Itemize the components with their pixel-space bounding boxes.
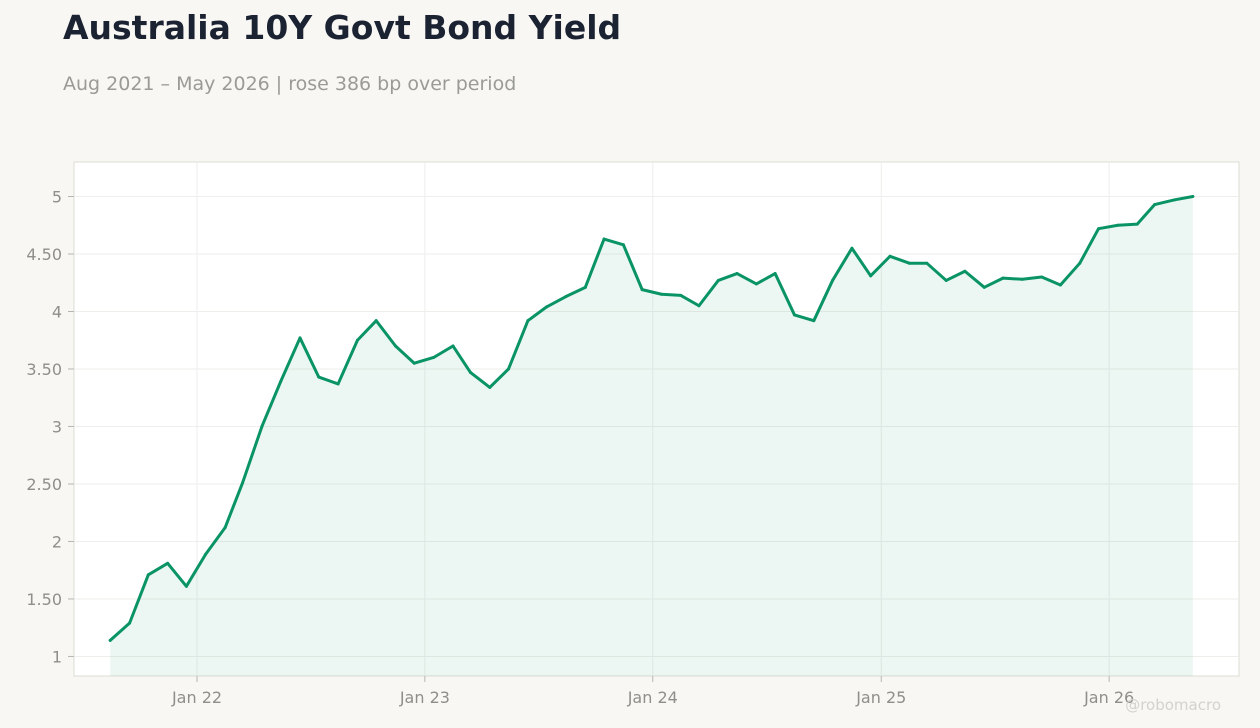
data-point bbox=[1191, 195, 1195, 198]
y-tick-label: 4 bbox=[52, 302, 62, 321]
data-point bbox=[260, 424, 264, 428]
yield-line bbox=[108, 195, 1195, 642]
data-point bbox=[488, 385, 492, 389]
data-point bbox=[1116, 223, 1120, 227]
data-point bbox=[1078, 261, 1082, 265]
data-point bbox=[394, 344, 398, 348]
y-tick-label: 1 bbox=[52, 647, 62, 666]
data-point bbox=[128, 621, 132, 625]
data-point bbox=[773, 272, 777, 276]
data-point bbox=[355, 338, 359, 342]
x-tick-label: Jan 22 bbox=[171, 688, 222, 707]
data-point bbox=[1020, 277, 1024, 281]
grid-lines bbox=[74, 162, 1239, 676]
x-tick-label: Jan 24 bbox=[627, 688, 678, 707]
data-point bbox=[659, 292, 663, 296]
data-point bbox=[1040, 275, 1044, 279]
x-tick-label: Jan 23 bbox=[399, 688, 450, 707]
data-point bbox=[1172, 198, 1176, 202]
data-point bbox=[850, 246, 854, 250]
data-point bbox=[412, 361, 416, 365]
data-point bbox=[146, 573, 150, 577]
data-point bbox=[735, 272, 739, 276]
data-point bbox=[204, 552, 208, 556]
y-tick-label: 4.50 bbox=[26, 245, 62, 264]
chart-subtitle: Aug 2021 – May 2026 | rose 386 bp over p… bbox=[63, 73, 517, 95]
data-point bbox=[583, 285, 587, 289]
data-point bbox=[507, 367, 511, 371]
data-point bbox=[374, 319, 378, 323]
y-tick-label: 2.50 bbox=[26, 475, 62, 494]
x-axis-ticks: Jan 22 Jan 23 Jan 24 Jan 25 Jan 26 bbox=[171, 676, 1134, 707]
y-tick-label: 5 bbox=[52, 187, 62, 206]
data-point bbox=[317, 375, 321, 379]
data-point bbox=[602, 237, 606, 241]
plot-area bbox=[73, 161, 1240, 677]
data-point bbox=[298, 336, 302, 340]
data-point bbox=[223, 526, 227, 530]
data-point bbox=[963, 269, 967, 273]
x-tick-label: Jan 26 bbox=[1083, 688, 1134, 707]
data-point bbox=[697, 304, 701, 308]
data-point bbox=[812, 319, 816, 323]
y-tick-label: 1.50 bbox=[26, 590, 62, 609]
data-point bbox=[888, 254, 892, 258]
data-point bbox=[831, 278, 835, 282]
data-point bbox=[1001, 276, 1005, 280]
data-point bbox=[792, 313, 796, 317]
data-point bbox=[679, 293, 683, 297]
data-point bbox=[545, 305, 549, 309]
data-point bbox=[468, 370, 472, 374]
data-point bbox=[716, 278, 720, 282]
y-tick-label: 2 bbox=[52, 532, 62, 551]
data-point bbox=[869, 274, 873, 278]
y-tick-label: 3.50 bbox=[26, 360, 62, 379]
data-point bbox=[621, 243, 625, 247]
y-axis-ticks: 1 1.50 2 2.50 3 3.50 4 4.50 5 bbox=[26, 187, 74, 666]
data-point bbox=[279, 380, 283, 384]
data-point bbox=[336, 382, 340, 386]
data-point bbox=[1153, 203, 1157, 207]
y-tick-label: 3 bbox=[52, 417, 62, 436]
watermark: @robomacro bbox=[1125, 696, 1221, 714]
data-point bbox=[754, 282, 758, 286]
data-point bbox=[1058, 283, 1062, 287]
chart-title: Australia 10Y Govt Bond Yield bbox=[63, 8, 622, 47]
data-point bbox=[184, 584, 188, 588]
data-point bbox=[640, 288, 644, 292]
data-point bbox=[564, 295, 568, 299]
data-point bbox=[432, 355, 436, 359]
data-point bbox=[1097, 227, 1101, 231]
data-point bbox=[982, 285, 986, 289]
data-points bbox=[108, 195, 1195, 642]
yield-area-fill bbox=[110, 196, 1193, 676]
x-tick-label: Jan 25 bbox=[855, 688, 906, 707]
data-point bbox=[108, 638, 112, 642]
data-point bbox=[944, 278, 948, 282]
data-point bbox=[526, 319, 530, 323]
data-point bbox=[907, 261, 911, 265]
data-point bbox=[925, 261, 929, 265]
data-point bbox=[166, 561, 170, 565]
data-point bbox=[1135, 222, 1139, 226]
data-point bbox=[241, 481, 245, 485]
data-point bbox=[451, 344, 455, 348]
